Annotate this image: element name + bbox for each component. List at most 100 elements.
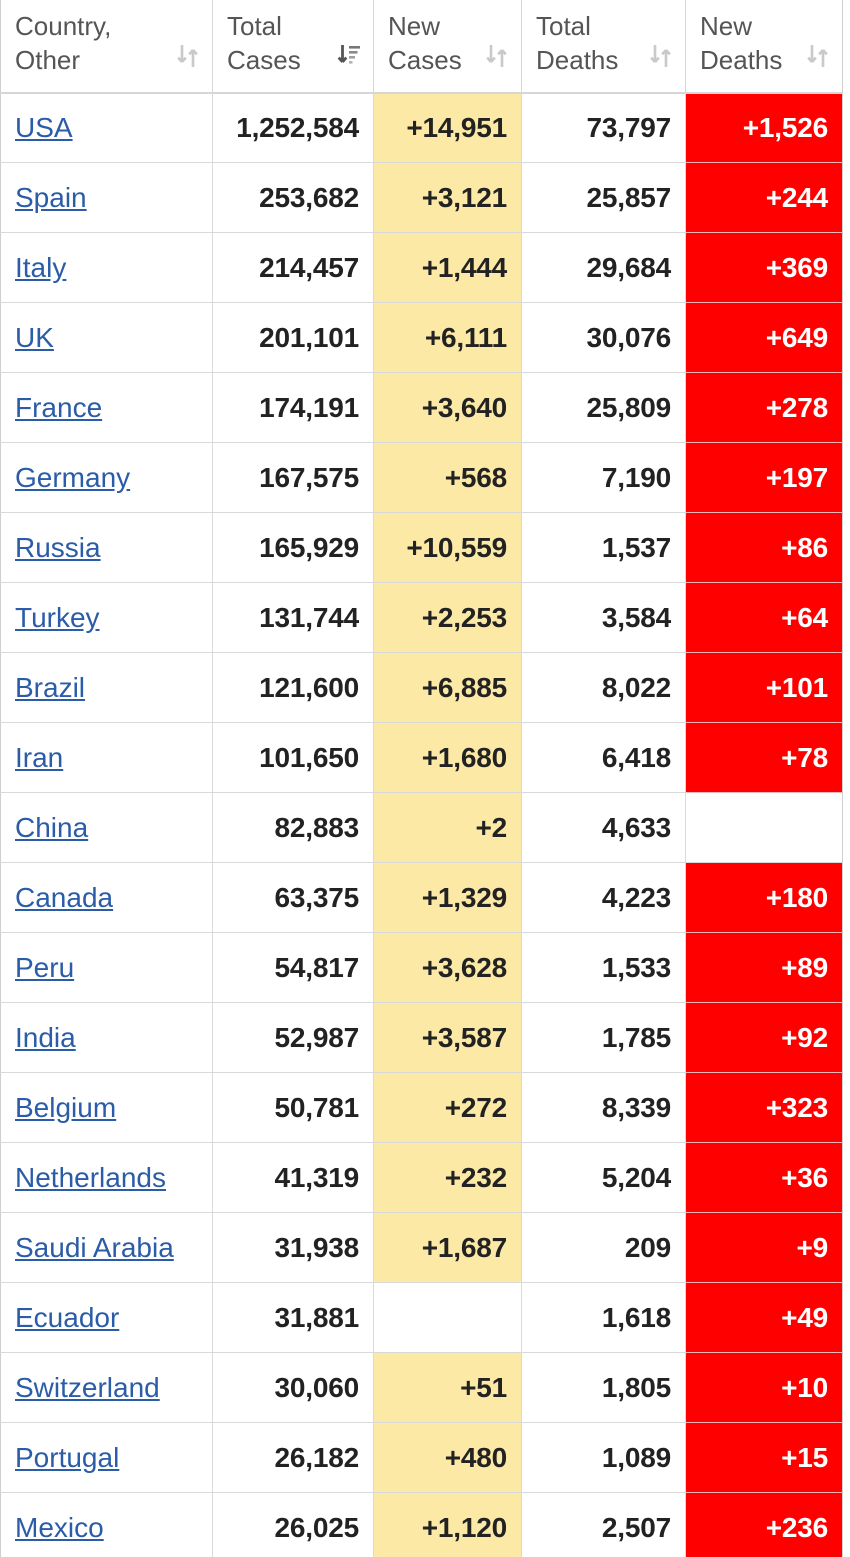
table-row: Turkey 131,744 +2,253 3,584 +64	[0, 582, 843, 654]
cell-new-deaths: +49	[685, 1282, 843, 1354]
sort-both-icon[interactable]	[649, 43, 673, 69]
cell-new-cases: +2	[373, 792, 522, 864]
country-link[interactable]: Germany	[15, 461, 131, 493]
country-link[interactable]: Netherlands	[15, 1161, 166, 1193]
cell-new-deaths	[685, 792, 843, 864]
table-row: Italy 214,457 +1,444 29,684 +369	[0, 232, 843, 304]
column-header-line1: New	[700, 11, 753, 41]
table-row: Canada 63,375 +1,329 4,223 +180	[0, 862, 843, 934]
cell-total-deaths: 4,223	[521, 862, 686, 934]
cell-total-cases: 174,191	[212, 372, 374, 444]
column-header-new_deaths[interactable]: New Deaths	[685, 0, 843, 94]
column-header-label: Country, Other	[15, 10, 200, 78]
cell-country: Russia	[0, 512, 213, 584]
table-row: China 82,883 +2 4,633	[0, 792, 843, 864]
country-link[interactable]: Switzerland	[15, 1371, 160, 1403]
column-header-total_cases[interactable]: Total Cases	[212, 0, 374, 94]
country-link[interactable]: Italy	[15, 251, 67, 283]
country-link[interactable]: Peru	[15, 951, 75, 983]
cell-country: Mexico	[0, 1492, 213, 1557]
cell-total-deaths: 8,022	[521, 652, 686, 724]
cell-country: Iran	[0, 722, 213, 794]
cell-total-cases: 201,101	[212, 302, 374, 374]
cell-country: Turkey	[0, 582, 213, 654]
cell-new-deaths: +89	[685, 932, 843, 1004]
country-link[interactable]: Canada	[15, 881, 114, 913]
cell-new-cases: +10,559	[373, 512, 522, 584]
cell-total-deaths: 4,633	[521, 792, 686, 864]
country-link[interactable]: Ecuador	[15, 1301, 120, 1333]
cell-new-cases: +1,687	[373, 1212, 522, 1284]
cell-new-cases: +480	[373, 1422, 522, 1494]
country-link[interactable]: Iran	[15, 741, 64, 773]
cell-country: Netherlands	[0, 1142, 213, 1214]
sort-both-icon[interactable]	[806, 43, 830, 69]
column-header-label: New Deaths	[700, 10, 830, 78]
cell-new-deaths: +10	[685, 1352, 843, 1424]
cell-new-cases: +2,253	[373, 582, 522, 654]
column-header-line1: Total	[227, 11, 282, 41]
cell-new-cases: +3,587	[373, 1002, 522, 1074]
cell-country: UK	[0, 302, 213, 374]
table-row: UK 201,101 +6,111 30,076 +649	[0, 302, 843, 374]
column-header-total_deaths[interactable]: Total Deaths	[521, 0, 686, 94]
cell-total-cases: 26,182	[212, 1422, 374, 1494]
cell-new-deaths: +244	[685, 162, 843, 234]
cell-country: USA	[0, 92, 213, 164]
column-header-new_cases[interactable]: New Cases	[373, 0, 522, 94]
cell-new-deaths: +36	[685, 1142, 843, 1214]
country-link[interactable]: UK	[15, 321, 54, 353]
cell-total-deaths: 3,584	[521, 582, 686, 654]
cell-total-deaths: 209	[521, 1212, 686, 1284]
country-link[interactable]: China	[15, 811, 89, 843]
cell-country: Saudi Arabia	[0, 1212, 213, 1284]
column-header-line1: Total	[536, 11, 591, 41]
table-body: USA 1,252,584 +14,951 73,797 +1,526 Spain 253,…	[0, 92, 843, 1557]
country-link[interactable]: Russia	[15, 531, 101, 563]
table-row: Russia 165,929 +10,559 1,537 +86	[0, 512, 843, 584]
sort-both-icon[interactable]	[176, 43, 200, 69]
cell-new-cases: +3,628	[373, 932, 522, 1004]
cell-new-cases: +14,951	[373, 92, 522, 164]
country-link[interactable]: USA	[15, 111, 73, 143]
cell-total-deaths: 7,190	[521, 442, 686, 514]
cell-country: Switzerland	[0, 1352, 213, 1424]
sort-descending-icon[interactable]	[337, 43, 361, 69]
table-row: Brazil 121,600 +6,885 8,022 +101	[0, 652, 843, 724]
country-link[interactable]: Mexico	[15, 1511, 104, 1543]
country-link[interactable]: Saudi Arabia	[15, 1231, 174, 1263]
cell-total-deaths: 8,339	[521, 1072, 686, 1144]
cell-new-deaths: +9	[685, 1212, 843, 1284]
cell-new-cases: +3,121	[373, 162, 522, 234]
cell-new-deaths: +92	[685, 1002, 843, 1074]
cell-total-cases: 30,060	[212, 1352, 374, 1424]
cell-country: Brazil	[0, 652, 213, 724]
country-link[interactable]: Brazil	[15, 671, 86, 703]
country-link[interactable]: India	[15, 1021, 76, 1053]
cell-new-cases: +568	[373, 442, 522, 514]
cell-new-cases: +272	[373, 1072, 522, 1144]
country-link[interactable]: Belgium	[15, 1091, 117, 1123]
country-link[interactable]: Turkey	[15, 601, 100, 633]
cell-total-deaths: 73,797	[521, 92, 686, 164]
column-header-line2: Deaths	[700, 45, 783, 76]
cell-new-deaths: +197	[685, 442, 843, 514]
cell-new-deaths: +64	[685, 582, 843, 654]
header-row: Country, Other Total Cases New Cases Total Deat…	[0, 0, 843, 94]
country-link[interactable]: France	[15, 391, 103, 423]
cell-new-deaths: +236	[685, 1492, 843, 1557]
cell-new-cases: +6,885	[373, 652, 522, 724]
column-header-label: Total Deaths	[536, 10, 673, 78]
cell-total-cases: 101,650	[212, 722, 374, 794]
cell-new-cases: +3,640	[373, 372, 522, 444]
country-link[interactable]: Spain	[15, 181, 87, 213]
cell-new-cases: +1,444	[373, 232, 522, 304]
cell-new-deaths: +86	[685, 512, 843, 584]
country-link[interactable]: Portugal	[15, 1441, 120, 1473]
sort-both-icon[interactable]	[485, 43, 509, 69]
cell-total-deaths: 1,537	[521, 512, 686, 584]
cell-new-deaths: +101	[685, 652, 843, 724]
column-header-country[interactable]: Country, Other	[0, 0, 213, 94]
cell-total-cases: 121,600	[212, 652, 374, 724]
cell-new-deaths: +78	[685, 722, 843, 794]
